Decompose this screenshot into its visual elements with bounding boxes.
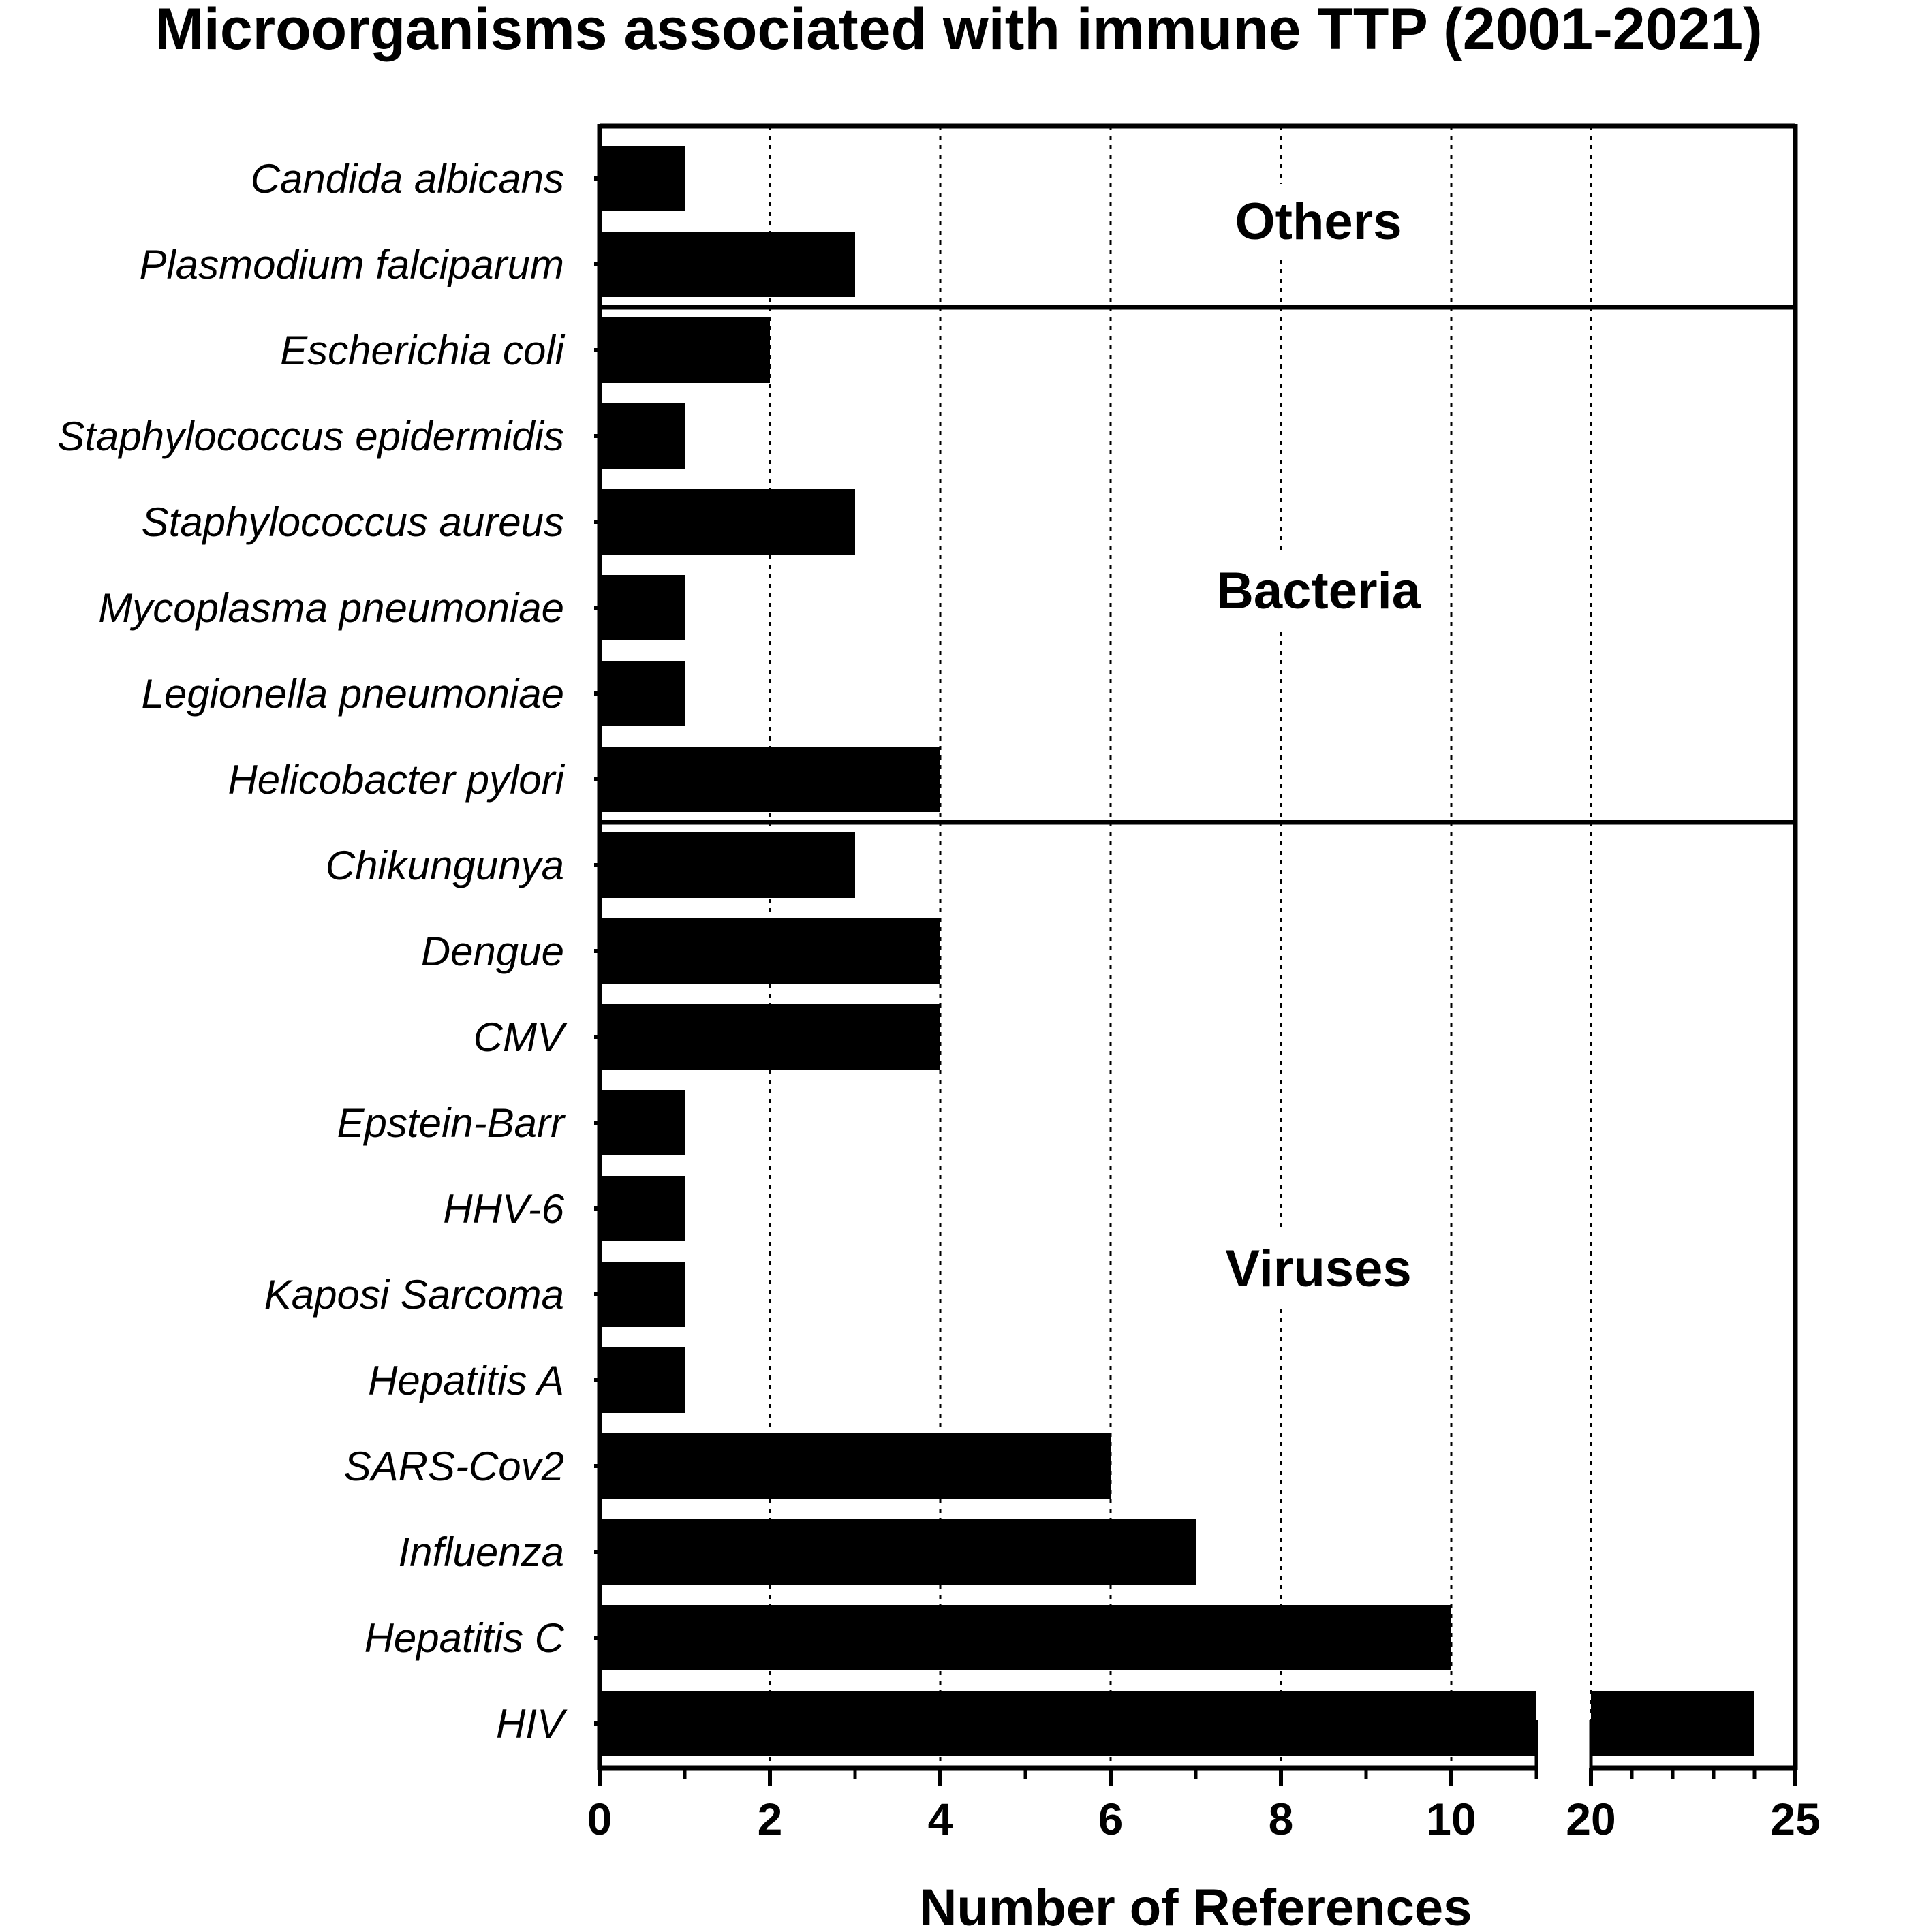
group-label: Bacteria <box>1216 562 1421 620</box>
category-label: Legionella pneumoniae <box>141 671 564 717</box>
bar <box>600 403 685 469</box>
category-label: HIV <box>496 1701 568 1747</box>
category-label: Dengue <box>421 929 564 974</box>
bar <box>600 832 855 898</box>
category-label: Plasmodium falciparum <box>139 242 564 287</box>
x-tick-label: 25 <box>1770 1794 1820 1844</box>
y-axis-category-labels: Candida albicans Plasmodium falciparum Esc… <box>57 156 568 1747</box>
bar <box>600 1262 685 1327</box>
category-label: Helicobacter pylori <box>228 757 565 803</box>
x-axis-ticks: 0 2 4 6 8 10 20 25 <box>587 176 1821 1844</box>
bar <box>600 1433 1111 1499</box>
category-label: Hepatitis A <box>368 1358 564 1403</box>
bar <box>600 575 685 640</box>
category-label: Mycoplasma pneumoniae <box>98 585 564 631</box>
category-label: Escherichia coli <box>280 328 566 373</box>
bar-continuation <box>1591 1691 1754 1756</box>
bars <box>600 146 1754 1756</box>
category-label: Hepatitis C <box>365 1615 565 1661</box>
bar <box>600 146 685 211</box>
bar <box>600 661 685 726</box>
group-label: Viruses <box>1225 1240 1411 1298</box>
group-label-background <box>1216 184 1421 259</box>
bar <box>600 489 855 555</box>
category-label: Influenza <box>398 1529 564 1575</box>
group-label-background <box>1216 552 1421 628</box>
bar <box>600 1519 1196 1585</box>
category-label: Chikungunya <box>326 843 564 888</box>
bar <box>600 1004 940 1070</box>
group-labels: Others Bacteria Viruses <box>1216 184 1421 1307</box>
group-label-background <box>1216 1231 1421 1307</box>
x-axis-title: Number of References <box>920 1879 1472 1932</box>
category-label: Staphylococcus epidermidis <box>57 414 564 459</box>
group-label: Others <box>1235 193 1402 251</box>
bar <box>600 1605 1451 1670</box>
category-label: HHV-6 <box>443 1186 564 1232</box>
chart-title: Microorganisms associated with immune TT… <box>155 0 1762 62</box>
x-tick-label: 20 <box>1566 1794 1615 1844</box>
x-tick-label: 4 <box>928 1794 953 1844</box>
plot-frame <box>597 123 1798 1771</box>
x-tick-label: 6 <box>1098 1794 1124 1844</box>
bar <box>600 1347 685 1413</box>
category-label: Kaposi Sarcoma <box>264 1272 564 1318</box>
bar <box>600 918 940 984</box>
category-label: Staphylococcus aureus <box>142 499 564 545</box>
category-label: SARS-Cov2 <box>344 1444 564 1489</box>
bar <box>600 317 770 383</box>
x-tick-label: 10 <box>1426 1794 1476 1844</box>
bar <box>600 1090 685 1155</box>
x-tick-label: 0 <box>587 1794 613 1844</box>
category-label: CMV <box>474 1014 568 1060</box>
bar <box>600 747 940 812</box>
bar <box>600 232 855 297</box>
x-tick-label: 2 <box>758 1794 783 1844</box>
category-label: Candida albicans <box>251 156 564 202</box>
bar <box>600 1176 685 1241</box>
bar <box>600 1691 1536 1756</box>
category-label: Epstein-Barr <box>337 1100 566 1146</box>
x-tick-label: 8 <box>1269 1794 1294 1844</box>
